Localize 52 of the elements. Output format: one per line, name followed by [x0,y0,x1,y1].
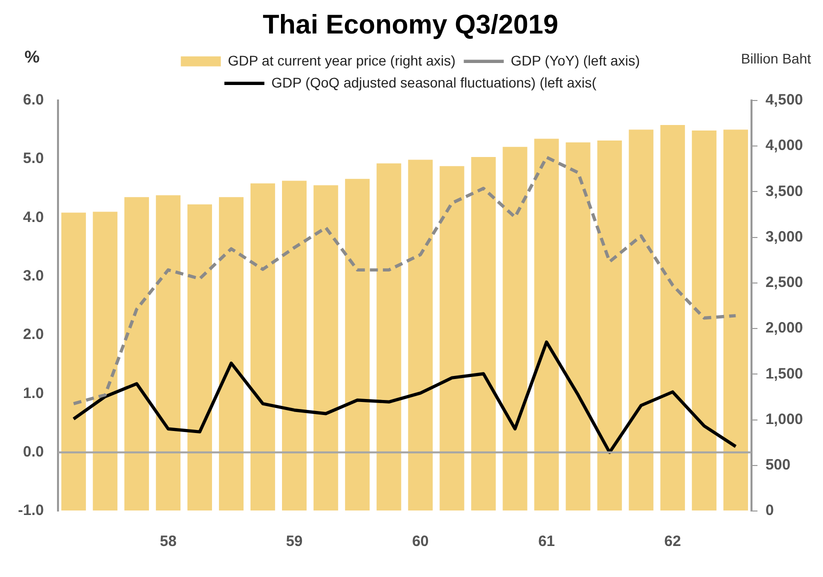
y-tick-label: 3.0 [22,268,44,285]
bar [218,197,244,510]
bar [502,146,528,510]
chart-title: Thai Economy Q3/2019 [262,10,558,40]
x-tick-label: 62 [664,533,681,550]
y-tick-label: 4.0 [22,208,44,226]
x-tick-label: 61 [538,533,555,550]
bar [534,138,559,510]
bar [314,185,338,510]
y2-tick-label: 500 [765,456,790,474]
bar [345,178,370,510]
y2-tick-label: 1,000 [765,410,804,428]
y-tick-label: 0.0 [22,443,44,460]
y-axis-title: % [24,48,40,67]
legend-label: GDP (QoQ adjusted seasonal fluctuations) (left axis( [271,74,597,90]
y-tick-label: 2.0 [22,326,44,344]
legend-label: GDP at current year price (right axis) [228,52,456,68]
bar [156,195,180,510]
line-series [72,156,738,406]
bar [124,197,149,510]
y2-tick-label: 0 [765,502,774,520]
y2-tick-label: 4,500 [765,92,804,109]
y2-tick-label: 1,500 [765,365,804,382]
y2-tick-label: 3,500 [765,182,804,200]
y-tick-label: -1.0 [18,502,44,520]
y-tick-label: 1.0 [22,384,44,402]
bar [723,130,748,510]
bar [566,142,590,510]
bar [692,130,716,510]
bar [92,212,118,510]
bar [376,163,402,510]
bar [408,160,433,510]
bar [61,212,86,510]
y2-tick-label: 2,000 [765,320,804,337]
y-tick-label: 6.0 [22,92,44,109]
bar [597,140,622,510]
y2-tick-label: 3,000 [765,228,804,246]
bar [440,166,464,510]
bar [628,130,654,510]
legend-label: GDP (YoY) (left axis) [510,52,640,68]
y2-tick-label: 2,500 [765,274,804,292]
bar [471,156,496,510]
bar [250,183,276,510]
bar [187,204,212,510]
bar [282,180,307,510]
x-tick-label: 59 [286,533,303,550]
bar [660,125,685,510]
y2-tick-label: 4,000 [765,137,804,154]
x-tick-label: 60 [412,533,429,550]
y2-axis-title: Billion Baht [740,50,812,66]
y-tick-label: 5.0 [22,150,44,168]
x-tick-label: 58 [160,533,177,550]
